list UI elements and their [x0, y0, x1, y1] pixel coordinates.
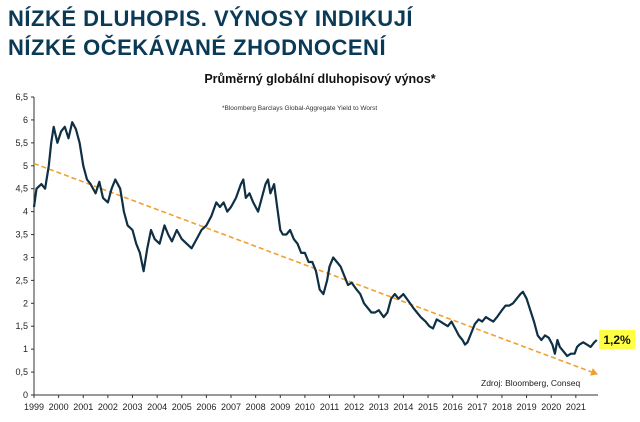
x-tick-label: 2005 [172, 402, 192, 412]
chart-title-line-1: NÍZKÉ DLUHOPIS. VÝNOSY INDIKUJÍ [8, 6, 414, 31]
x-tick-label: 2003 [122, 402, 142, 412]
x-tick-label: 2004 [147, 402, 167, 412]
y-tick-label: 2,5 [15, 275, 28, 285]
chart-source: Zdroj: Bloomberg, Conseq [481, 378, 580, 388]
y-tick-label: 1,5 [15, 321, 28, 331]
y-tick-label: 4 [23, 207, 28, 217]
axes [33, 97, 598, 396]
y-tick-label: 2 [23, 298, 28, 308]
y-tick-label: 6 [23, 115, 28, 125]
x-tick-label: 2017 [467, 402, 487, 412]
trendline-arrowhead [590, 368, 598, 376]
chart-title-line-2: NÍZKÉ OČEKÁVANÉ ZHODNOCENÍ [8, 35, 387, 60]
x-tick-label: 2021 [566, 402, 586, 412]
x-tick-label: 2000 [49, 402, 69, 412]
chart-title: NÍZKÉ DLUHOPIS. VÝNOSY INDIKUJÍ NÍZKÉ OČ… [8, 4, 413, 62]
x-tick-label: 2020 [541, 402, 561, 412]
x-tick-label: 2011 [320, 402, 339, 412]
x-tick-label: 2013 [369, 402, 389, 412]
y-tick-label: 3 [23, 252, 28, 262]
x-tick-label: 2018 [492, 402, 512, 412]
x-tick-label: 2019 [517, 402, 537, 412]
trendline [33, 162, 592, 373]
y-tick-label: 3,5 [15, 230, 28, 240]
x-tick-label: 2012 [344, 402, 364, 412]
x-tick-label: 2015 [418, 402, 438, 412]
x-tick-label: 2009 [270, 402, 290, 412]
chart-footnote: *Bloomberg Barclays Global-Aggregate Yie… [222, 105, 377, 112]
y-tick-label: 0 [23, 390, 28, 400]
x-tick-label: 2007 [221, 402, 241, 412]
x-tick-label: 2001 [73, 402, 93, 412]
y-tick-label: 5,5 [15, 138, 28, 148]
latest-value-badge [599, 329, 635, 349]
y-tick-label: 1 [23, 344, 28, 354]
y-tick-label: 5 [23, 161, 28, 171]
x-tick-label: 2006 [196, 402, 216, 412]
y-axis-ticks: 0 0,5 1 1,5 2 2,5 3 3,5 4 4,5 5 5,5 6 6,5 [15, 92, 34, 400]
x-tick-label: 2010 [295, 402, 315, 412]
y-tick-label: 0,5 [15, 367, 28, 377]
x-tick-label: 2002 [98, 402, 118, 412]
x-tick-label: 1999 [24, 402, 44, 412]
x-tick-label: 2008 [246, 402, 266, 412]
x-tick-label: 2014 [393, 402, 413, 412]
y-tick-label: 6,5 [15, 92, 28, 102]
x-tick-label: 2016 [443, 402, 463, 412]
latest-value-label: 1,2% [603, 333, 631, 347]
chart-subtitle: Průměrný globální dluhopisový výnos* [204, 72, 436, 86]
y-tick-label: 4,5 [15, 184, 28, 194]
series-line-yield [32, 121, 598, 358]
x-axis-ticks: 1999 2000 2001 2002 2003 2004 2005 2006 2007 2008… [24, 395, 586, 412]
